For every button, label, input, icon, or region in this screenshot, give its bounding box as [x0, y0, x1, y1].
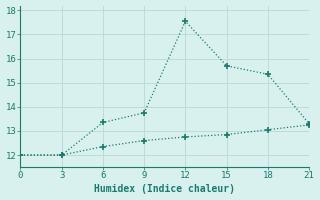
X-axis label: Humidex (Indice chaleur): Humidex (Indice chaleur): [94, 184, 235, 194]
